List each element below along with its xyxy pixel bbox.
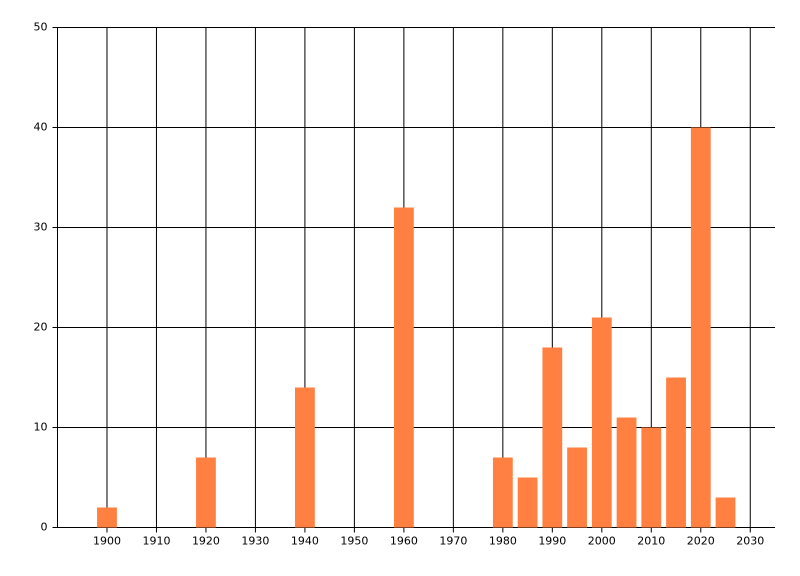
bar — [196, 457, 216, 528]
bar — [97, 507, 117, 528]
bar — [393, 207, 414, 528]
bar — [492, 457, 513, 528]
bar — [666, 377, 686, 528]
x-tick-label: 1900 — [93, 535, 121, 548]
bar — [616, 417, 637, 528]
bar — [567, 447, 587, 528]
y-tick-label: 50 — [34, 21, 48, 34]
x-tick-label: 1910 — [142, 535, 170, 548]
bar — [690, 127, 711, 528]
x-tick-label: 1990 — [538, 535, 566, 548]
x-tick-label: 1940 — [291, 535, 319, 548]
bar — [517, 477, 538, 528]
bar — [591, 317, 612, 528]
y-tick-label: 10 — [34, 421, 48, 434]
bar — [542, 347, 563, 528]
x-tick-label: 1930 — [241, 535, 269, 548]
bar — [641, 427, 662, 528]
y-tick-label: 0 — [41, 521, 48, 534]
x-tick-label: 2010 — [637, 535, 665, 548]
y-tick-label: 20 — [34, 321, 48, 334]
x-tick-label: 1960 — [390, 535, 418, 548]
x-tick-label: 2030 — [736, 535, 764, 548]
y-tick-label: 30 — [34, 221, 48, 234]
y-tick-label: 40 — [34, 121, 48, 134]
x-tick-label: 1970 — [439, 535, 467, 548]
x-tick-label: 1980 — [489, 535, 517, 548]
bar — [295, 387, 315, 528]
x-tick-label: 2020 — [687, 535, 715, 548]
x-tick-label: 1950 — [340, 535, 368, 548]
x-tick-label: 2000 — [588, 535, 616, 548]
x-tick-label: 1920 — [192, 535, 220, 548]
bar — [715, 497, 736, 528]
